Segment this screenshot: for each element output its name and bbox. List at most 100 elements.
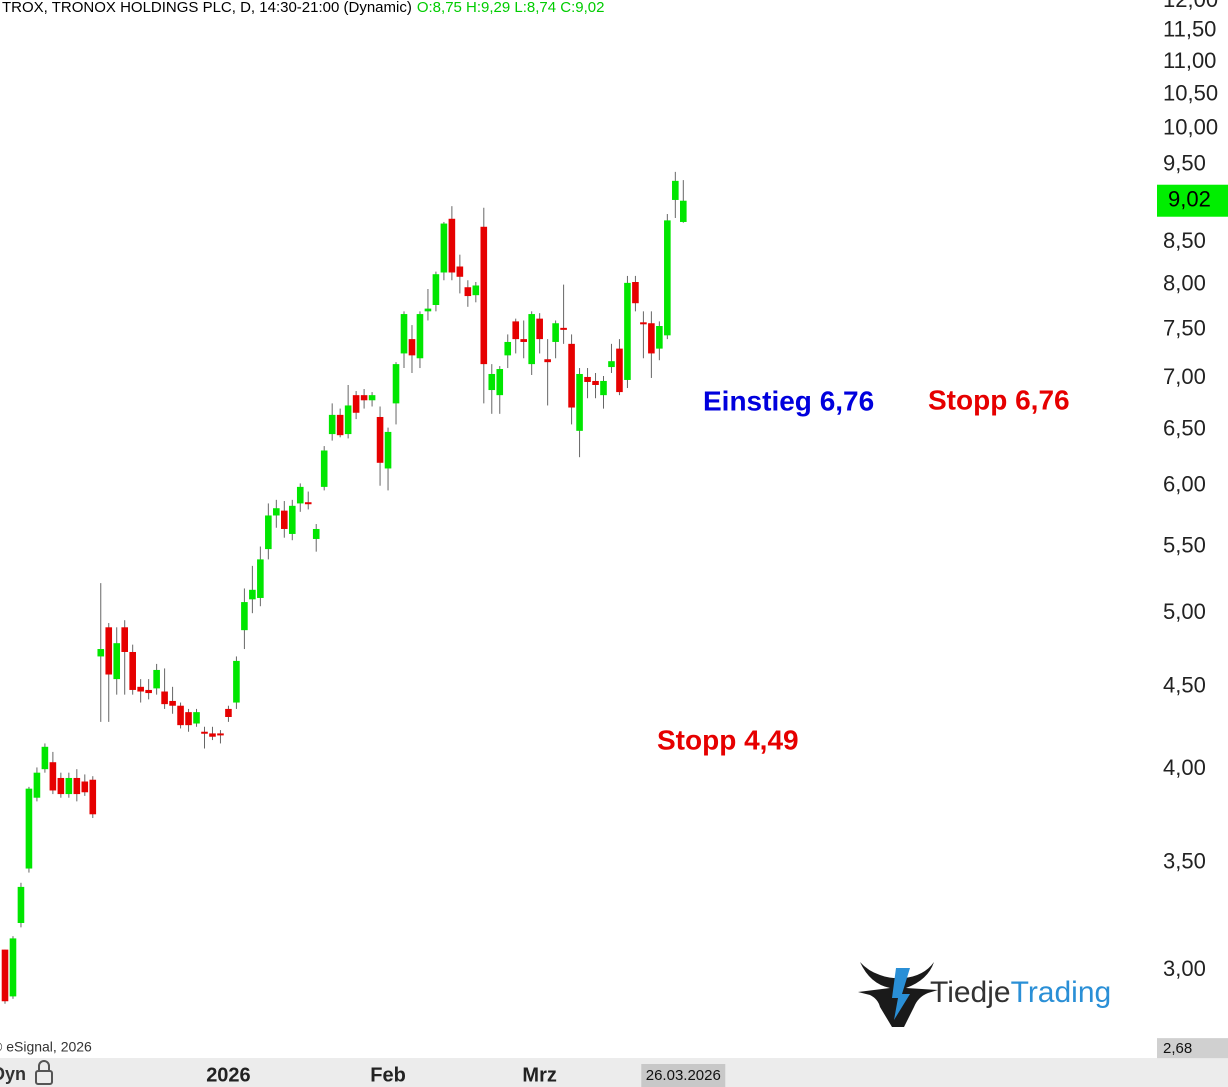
candle-body bbox=[17, 886, 25, 923]
candle-body bbox=[640, 322, 647, 325]
candle-body bbox=[616, 348, 623, 393]
candle-body bbox=[312, 528, 320, 539]
candle-body bbox=[177, 705, 184, 726]
candle-body bbox=[25, 788, 33, 869]
candle-body bbox=[632, 281, 639, 304]
candle-body bbox=[65, 777, 73, 795]
candle-body bbox=[352, 395, 360, 413]
candle-body bbox=[448, 218, 456, 273]
candle-body bbox=[185, 712, 192, 726]
x-tick-label: Mrz bbox=[522, 1064, 556, 1086]
x-tick-label: Feb bbox=[370, 1064, 406, 1086]
candle-body bbox=[121, 627, 128, 652]
candle-body bbox=[73, 777, 81, 795]
logo-part1: Tiedje bbox=[930, 976, 1011, 1009]
lock-icon[interactable] bbox=[35, 1060, 53, 1085]
candle-body bbox=[336, 414, 344, 436]
candle-body bbox=[504, 341, 512, 356]
candle-body bbox=[89, 779, 97, 815]
candle-body bbox=[145, 689, 152, 694]
candle-body bbox=[304, 502, 312, 505]
candle-body bbox=[233, 660, 240, 703]
candle-body bbox=[656, 326, 663, 349]
candle-body bbox=[464, 287, 472, 297]
y-tick-label: 6,50 bbox=[1163, 416, 1206, 441]
y-tick-label: 7,00 bbox=[1163, 364, 1206, 389]
header-ohlc: O:8,75 H:9,29 L:8,74 C:9,02 bbox=[417, 0, 605, 16]
y-tick-label: 4,00 bbox=[1163, 755, 1206, 780]
candle-body bbox=[368, 395, 376, 401]
logo-text: TiedjeTrading bbox=[930, 976, 1111, 1009]
candle-body bbox=[496, 369, 504, 396]
candle-body bbox=[424, 308, 432, 312]
y-tick-label: 8,00 bbox=[1163, 270, 1206, 295]
y-tick-label: 12,00 bbox=[1163, 0, 1218, 12]
x-tick-label: 2026 bbox=[206, 1064, 251, 1086]
candle-body bbox=[680, 200, 687, 222]
candle-body bbox=[568, 343, 575, 408]
candle-body bbox=[592, 380, 599, 385]
candle-body bbox=[400, 314, 408, 354]
candle-body bbox=[209, 733, 216, 737]
candle-body bbox=[488, 373, 496, 391]
candle-body bbox=[153, 669, 160, 689]
y-tick-label: 3,00 bbox=[1163, 956, 1206, 981]
candle-body bbox=[664, 220, 671, 336]
candle-body bbox=[129, 651, 136, 690]
candle-body bbox=[544, 359, 551, 363]
annotation: Stopp 6,76 bbox=[928, 384, 1070, 415]
candle-body bbox=[257, 559, 264, 598]
candle-body bbox=[288, 505, 296, 534]
candle-body bbox=[193, 712, 200, 724]
candle-body bbox=[49, 762, 57, 791]
date-box bbox=[641, 1064, 726, 1087]
logo-part2: Trading bbox=[1011, 976, 1112, 1009]
axis-low-box bbox=[1157, 1038, 1228, 1059]
candle-body bbox=[648, 323, 655, 354]
y-tick-label: 11,50 bbox=[1163, 17, 1216, 42]
candle-body bbox=[265, 515, 272, 550]
copyright: © eSignal, 2026 bbox=[0, 1039, 92, 1055]
header-title: TROX, TRONOX HOLDINGS PLC, D, 14:30-21:0… bbox=[2, 0, 412, 16]
candle-body bbox=[520, 339, 527, 342]
y-tick-label: 10,00 bbox=[1163, 114, 1218, 139]
candle-body bbox=[408, 339, 416, 356]
candle-body bbox=[241, 602, 248, 631]
y-tick-label: 11,00 bbox=[1163, 48, 1216, 73]
candle-body bbox=[33, 772, 41, 798]
candle-body bbox=[376, 416, 384, 463]
candle-body bbox=[608, 361, 615, 368]
candle-body bbox=[201, 731, 208, 734]
candle-body bbox=[113, 643, 121, 680]
candle-body bbox=[296, 486, 304, 504]
candle-body bbox=[41, 746, 49, 770]
candle-body bbox=[584, 376, 591, 382]
y-tick-label: 6,00 bbox=[1163, 472, 1206, 497]
last-price-box bbox=[1157, 184, 1228, 217]
candle-body bbox=[512, 321, 520, 340]
candle-body bbox=[249, 589, 256, 600]
candle-body bbox=[161, 691, 168, 705]
candle-body bbox=[137, 686, 144, 692]
x-axis-strip bbox=[0, 1058, 1228, 1087]
candle-body bbox=[105, 627, 113, 675]
logo-bolt bbox=[892, 968, 910, 1020]
logo: TiedjeTrading bbox=[858, 962, 1111, 1027]
candle-body bbox=[344, 405, 352, 435]
y-tick-label: 8,50 bbox=[1163, 228, 1206, 253]
candle-body bbox=[328, 414, 336, 435]
candle-body bbox=[169, 700, 176, 706]
axis-low-label: 2,68 bbox=[1163, 1040, 1192, 1057]
annotation: Stopp 4,49 bbox=[657, 724, 799, 755]
candle-body bbox=[225, 708, 232, 717]
x-tick-label: 26.03.2026 bbox=[646, 1067, 721, 1084]
candle-body bbox=[472, 285, 480, 296]
y-tick-label: 4,50 bbox=[1163, 673, 1206, 698]
candle-body bbox=[320, 450, 328, 487]
candle-body bbox=[480, 226, 488, 365]
candle-body bbox=[9, 938, 17, 997]
candle-body bbox=[456, 266, 464, 277]
candle-body bbox=[217, 733, 224, 736]
y-tick-label: 5,00 bbox=[1163, 599, 1206, 624]
candle-body bbox=[360, 395, 368, 401]
